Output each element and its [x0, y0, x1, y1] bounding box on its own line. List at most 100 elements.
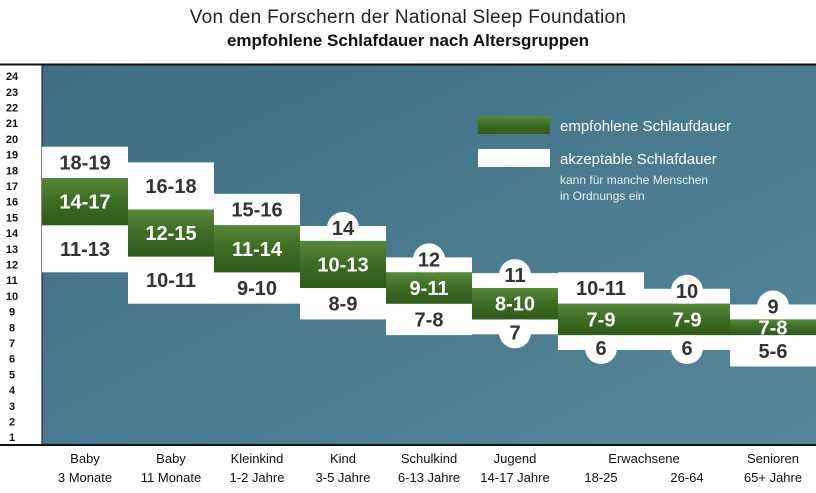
- y-tick-label: 5: [9, 369, 15, 381]
- y-tick-label: 15: [6, 212, 18, 224]
- acceptable-label: 12: [418, 249, 440, 271]
- recommended-label: 11-14: [232, 239, 283, 261]
- acceptable-label: 7-8: [415, 309, 444, 331]
- recommended-label: 7-9: [673, 309, 702, 331]
- acceptable-label: 16-18: [145, 176, 196, 198]
- acceptable-bubble: [499, 316, 531, 349]
- recommended-bar: [730, 319, 816, 336]
- y-tick-label: 21: [6, 118, 18, 130]
- recommended-label: 14-17: [59, 192, 110, 214]
- x-tick-label-line2: 1-2 Jahre: [230, 470, 285, 485]
- acceptable-bar: [558, 272, 644, 304]
- y-tick-label: 6: [9, 354, 15, 366]
- acceptable-label: 8-9: [329, 294, 358, 316]
- y-tick-label: 22: [6, 102, 18, 114]
- recommended-bar: [42, 178, 128, 226]
- legend-note-line2: in Ordnungs ein: [560, 189, 645, 203]
- y-tick-label: 20: [6, 134, 18, 146]
- acceptable-bar: [214, 193, 300, 226]
- x-tick-label-line1: Baby: [156, 451, 186, 466]
- recommended-label: 10-13: [317, 254, 368, 276]
- y-tick-label: 14: [6, 228, 19, 240]
- recommended-bar: [644, 303, 730, 336]
- y-tick-label: 18: [6, 165, 18, 177]
- acceptable-bar: [42, 225, 128, 273]
- acceptable-label: 11-13: [60, 239, 110, 261]
- x-tick-label-line2: 3-5 Jahre: [316, 470, 371, 485]
- legend-note-line1: kann für manche Menschen: [560, 173, 708, 187]
- y-tick-label: 10: [6, 291, 18, 303]
- acceptable-label: 6: [595, 338, 606, 360]
- acceptable-label: 10-11: [576, 278, 626, 300]
- x-tick-label-line1: Kleinkind: [231, 451, 284, 466]
- acceptable-bar: [42, 146, 128, 179]
- chart-title: Von den Forschern der National Sleep Fou…: [189, 7, 627, 28]
- recommended-label: 9-11: [410, 278, 449, 300]
- y-tick-label: 3: [9, 401, 15, 413]
- legend-label-recommended: empfohlene Schlaufdauer: [560, 118, 731, 135]
- recommended-bar: [214, 225, 300, 273]
- y-tick-label: 9: [9, 307, 15, 319]
- legend: empfohlene Schlaufdauer akzeptable Schla…: [478, 116, 731, 203]
- legend-swatch-recommended: [478, 116, 550, 134]
- x-tick-label-line2: 18-25: [584, 470, 617, 485]
- x-tick-label-line2: 26-64: [670, 470, 703, 485]
- x-tick-label-line2: 11 Monate: [141, 470, 201, 485]
- acceptable-label: 14: [332, 218, 355, 240]
- acceptable-label: 7: [509, 322, 520, 344]
- acceptable-bubble: [671, 274, 703, 307]
- y-tick-label: 19: [6, 150, 18, 162]
- x-tick-label-line1: Senioren: [747, 451, 799, 466]
- acceptable-bubble: [499, 259, 531, 292]
- legend-swatch-acceptable: [478, 149, 550, 167]
- y-tick-label: 16: [6, 197, 18, 209]
- recommended-bar: [472, 288, 558, 320]
- recommended-bar: [558, 303, 644, 336]
- acceptable-bar: [128, 162, 214, 210]
- x-tick-label-line2: 6-13 Jahre: [398, 470, 460, 485]
- legend-label-acceptable: akzeptable Schlafdauer: [560, 151, 717, 168]
- x-tick-label-line1: Schulkind: [401, 451, 457, 466]
- acceptable-label: 9: [767, 296, 778, 318]
- acceptable-label: 10-11: [146, 270, 196, 292]
- acceptable-bar: [386, 303, 472, 336]
- chart-subtitle: empfohlene Schlafdauer nach Altersgruppe…: [226, 31, 590, 50]
- y-tick-label: 2: [9, 416, 15, 428]
- acceptable-label: 5-6: [759, 341, 788, 363]
- acceptable-label: 9-10: [237, 278, 277, 300]
- recommended-bar: [300, 240, 386, 288]
- acceptable-bar: [128, 256, 214, 304]
- acceptable-label: 6: [681, 338, 692, 360]
- recommended-label: 7-9: [587, 309, 616, 331]
- acceptable-bar: [300, 288, 386, 320]
- acceptable-label: 18-19: [59, 152, 110, 174]
- chart-title-block: Von den Forschern der National Sleep Fou…: [0, 6, 816, 52]
- x-group-label: Erwachsene: [608, 451, 680, 466]
- x-tick-label-line1: Baby: [70, 451, 100, 466]
- y-tick-label: 24: [6, 71, 19, 83]
- recommended-bar: [128, 209, 214, 257]
- x-tick-label-line1: Kind: [330, 451, 356, 466]
- acceptable-bubble: [585, 332, 617, 365]
- acceptable-label: 15-16: [231, 200, 282, 222]
- x-tick-label-line2: 65+ Jahre: [744, 470, 802, 485]
- acceptable-bar: [730, 335, 816, 367]
- recommended-label: 7-8: [759, 317, 788, 339]
- y-tick-label: 13: [6, 244, 18, 256]
- y-tick-label: 17: [6, 181, 18, 193]
- y-tick-label: 7: [9, 338, 15, 350]
- acceptable-bubble: [671, 332, 703, 365]
- y-tick-label: 4: [9, 385, 16, 397]
- recommended-label: 8-10: [495, 294, 535, 316]
- recommended-label: 12-15: [145, 223, 196, 245]
- y-tick-label: 8: [9, 322, 15, 334]
- x-tick-label-line2: 14-17 Jahre: [480, 470, 549, 485]
- y-tick-label: 1: [9, 432, 15, 444]
- recommended-bar: [386, 272, 472, 304]
- acceptable-bubble: [413, 243, 445, 276]
- x-tick-label-line1: Jugend: [494, 451, 537, 466]
- y-tick-label: 11: [6, 275, 18, 287]
- acceptable-bubble: [327, 211, 359, 244]
